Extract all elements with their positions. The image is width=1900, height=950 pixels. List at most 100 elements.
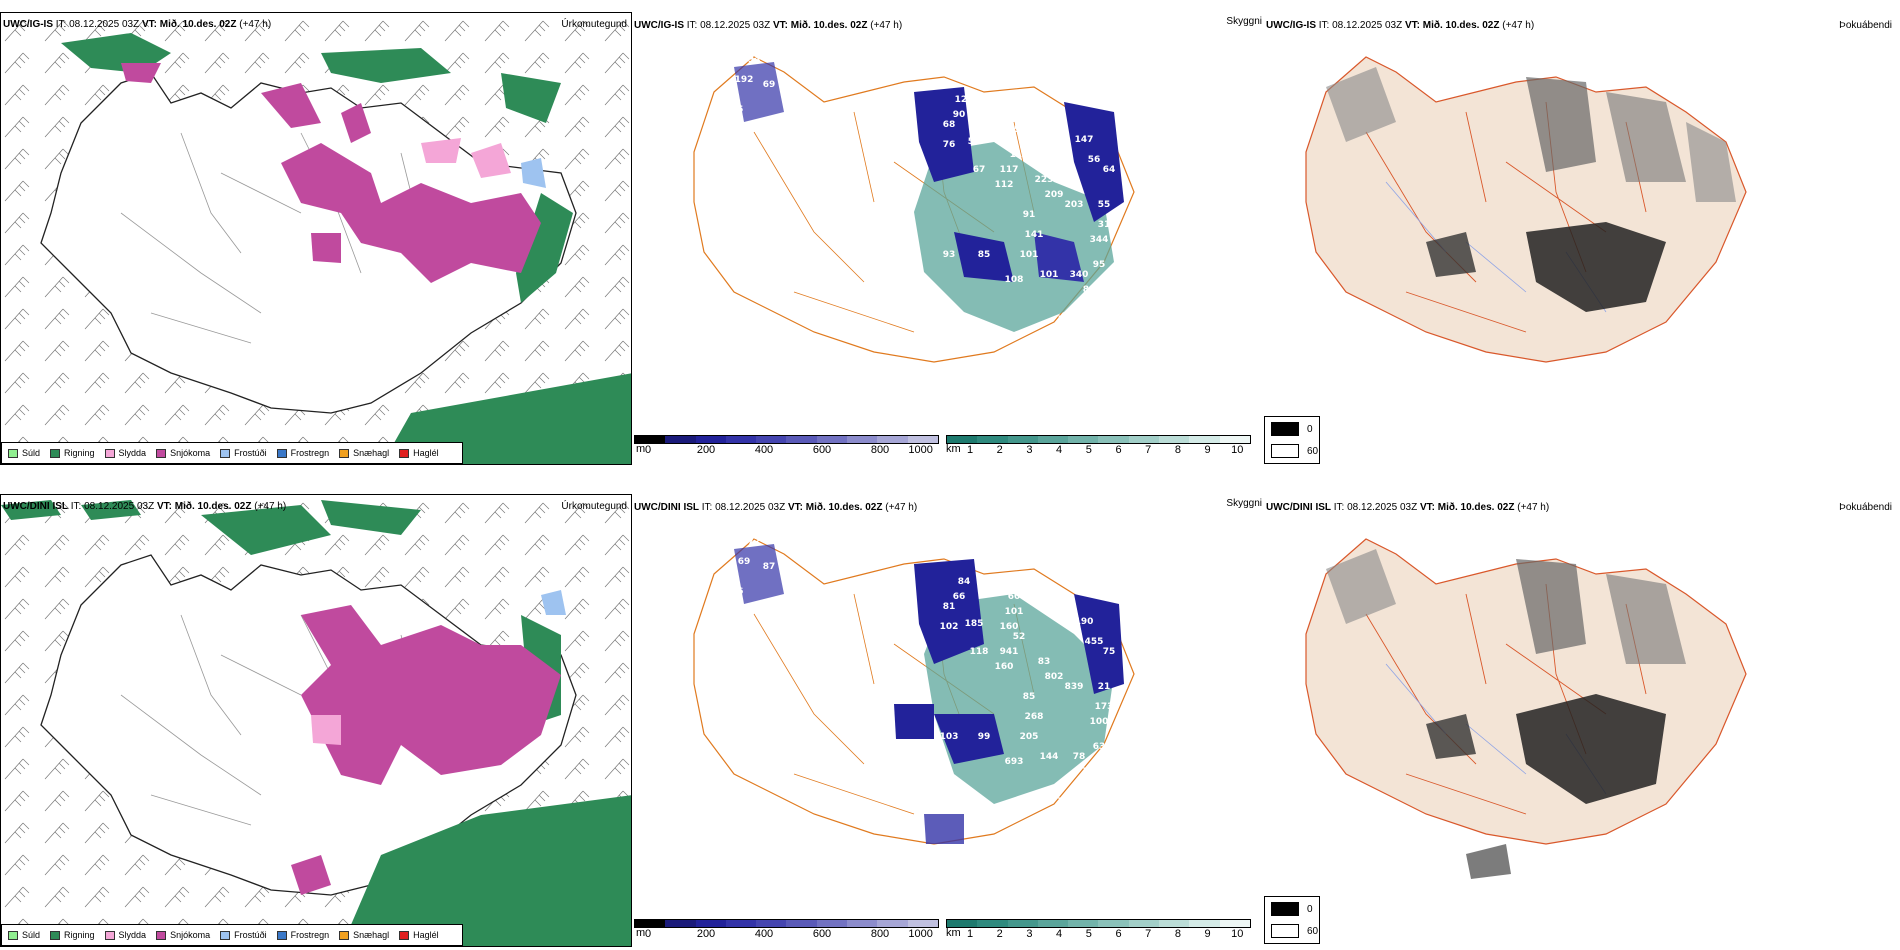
legend-swatch [399,930,410,940]
cover-panel-bottom: UWC/DINI ISL IT: 08.12.2025 03Z VT: Mið.… [1266,494,1900,947]
vis-value-label: 105 [725,105,744,115]
vis-value-label: 190 [1075,617,1094,627]
model-name: UWC/DINI ISL [3,501,68,512]
vis-value-label: 118 [970,647,989,657]
legend-item: Snjókoma [156,930,210,940]
legend-swatch [104,930,115,940]
vis-value-label: 60 [1008,592,1021,602]
vis-value-label: 102 [940,622,959,632]
vis-value-label: 268 [1025,712,1044,722]
cbar-cell [1219,920,1250,927]
precip-map-top [1,13,631,464]
model-name: UWC/IG-IS [1266,20,1316,31]
vis-value-label: 27 [1033,335,1046,345]
legend-item: Rigning [50,448,95,458]
vis-value-label: 58 [968,137,981,147]
tick-label: 800 [870,928,890,940]
legend-label: Frostúði [234,448,267,458]
cloud-panel-bottom: UWC/DINI ISL IT: 08.12.2025 03Z VT: Mið.… [634,494,1320,947]
vis-value-label: 141 [1025,230,1044,240]
cloud-key-label: 60 [1307,925,1319,937]
cbar-cell [947,436,978,443]
vis-value-label: 223 [1035,175,1054,185]
legend-swatch [8,448,18,458]
cloud-label: Skyggni [1226,16,1262,27]
tick-label: 5 [1085,444,1092,456]
vis-value-label: 84 [958,577,971,587]
tick-label: 1000 [908,928,933,940]
valid-time: VT: Mið. 10.des. 02Z [141,19,237,30]
cbar-cell [695,436,726,443]
legend-item: Snæhagl [339,448,389,458]
tick-label: 1000 [908,444,933,456]
cloud-key-row: 60 [1271,924,1318,938]
cbar-cell [1219,436,1250,443]
height-ticks: 0 200 400 600 800 1000 [645,928,938,942]
valid-time: VT: Mið. 10.des. 02Z [156,501,252,512]
tick-label: 3 [1026,444,1033,456]
lead-time: (+47 h) [885,502,918,513]
vis-value-label: 64 [1103,165,1116,175]
init-time: IT: 08.12.2025 03Z [1333,502,1418,513]
legend-item: Frostúði [220,448,267,458]
cbar-cell [1068,436,1099,443]
cbar-cell [665,436,696,443]
legend-swatch [276,930,287,940]
precip-legend: Súld Rigning Slydda Snjókoma Frostúði Fr… [1,442,463,464]
vis-value-label: 103 [940,732,959,742]
vis-value-label: 101 [1020,250,1039,260]
height-unit: m [636,927,646,939]
legend-swatch [50,930,61,940]
vis-value-label: 192 [735,75,754,85]
vis-unit: km [946,927,961,939]
vis-ticks: 1 2 3 4 5 6 7 8 9 10 [966,444,1243,458]
tick-label: 0 [644,444,652,456]
tick-label: 8 [1174,928,1181,940]
cloud-key-label: 0 [1307,423,1313,435]
model-name: UWC/DINI ISL [634,502,699,513]
legend-swatch [339,930,350,940]
legend-swatch [8,930,18,940]
vis-value-label: 94 [748,55,761,65]
vis-value-label: 206 [725,587,744,597]
tick-label: 400 [754,444,774,456]
tick-label: 2 [996,928,1003,940]
legend-label: Snjókoma [170,448,211,458]
cbar-cell [725,436,757,443]
init-time: IT: 08.12.2025 03Z [70,501,155,512]
legend-swatch [276,448,287,458]
vis-value-label: 839 [1065,682,1084,692]
model-name: UWC/IG-IS [3,19,53,30]
vis-value-label: 340 [1070,270,1089,280]
legend-label: Frostregn [290,448,330,458]
tick-label: 4 [1056,444,1063,456]
lead-time: (+47 h) [870,20,903,31]
init-time: IT: 08.12.2025 03Z [701,502,786,513]
vis-value-label: 76 [943,140,956,150]
cbar-cell [756,920,787,927]
cbar-cell [695,920,726,927]
vis-value-label: 941 [1000,647,1019,657]
panel-title-top-right: UWC/IG-IS IT: 08.12.2025 03Z VT: Mið. 10… [1266,20,1534,32]
vis-value-label: 21 [1098,682,1111,692]
vis-value-label: 56 [1088,155,1101,165]
valid-time: VT: Mið. 10.des. 02Z [787,502,883,513]
legend-label: Haglél [413,930,439,940]
cbar-cell [1007,436,1038,443]
cbar-cell [1189,920,1220,927]
vis-value-label: 129 [955,95,974,105]
vis-value-label: 85 [1023,692,1036,702]
cbar-cell [847,436,878,443]
vis-value-label: 99 [978,732,991,742]
vis-value-label: 112 [995,180,1014,190]
cbar-cell [665,920,696,927]
vis-value-label: 205 [1020,732,1039,742]
vis-value-label: 31 [1098,220,1111,230]
vis-value-label: 78 [1073,752,1086,762]
cbar-cell [877,436,908,443]
vis-value-label: 55 [1008,125,1021,135]
tick-label: 1 [966,444,974,456]
cbar-cell [1098,436,1129,443]
vis-value-label: 93 [943,250,956,260]
vis-value-label: 49 [1008,110,1021,120]
